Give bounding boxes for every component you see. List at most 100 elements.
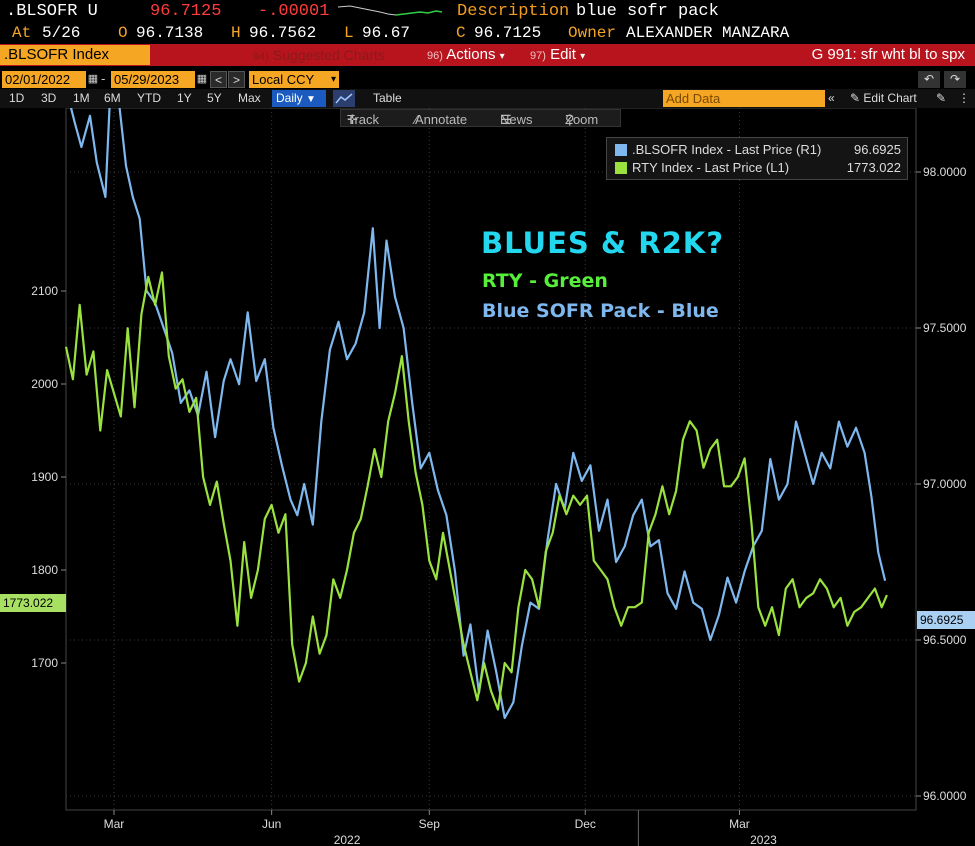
annotate-label: Annotate bbox=[415, 112, 468, 127]
magnifier-icon: ⚲ bbox=[565, 112, 575, 127]
frequency-select[interactable]: Daily ▼ bbox=[272, 90, 326, 107]
year-label: 2023 bbox=[750, 833, 777, 846]
x-axis-tick-label: Mar bbox=[104, 817, 125, 831]
period-3d[interactable]: 3D bbox=[41, 91, 57, 105]
news-icon: ☰ bbox=[500, 112, 512, 127]
chevron-down-icon: ▾ bbox=[330, 74, 336, 85]
ticker[interactable]: .BLSOFR U bbox=[6, 2, 98, 21]
right-axis-tick-label: 97.0000 bbox=[923, 477, 967, 491]
at-date: 5/26 bbox=[42, 24, 81, 42]
chevron-down-icon: ▼ bbox=[306, 94, 316, 105]
plot-frame bbox=[65, 108, 917, 811]
left-axis-tick-label: 1800 bbox=[31, 563, 58, 577]
open-label: O bbox=[118, 24, 128, 42]
start-date-input[interactable]: 02/01/2022 bbox=[2, 71, 86, 88]
right-axis-tick-label: 96.0000 bbox=[923, 789, 967, 803]
owner-label: Owner bbox=[568, 24, 617, 42]
security-header: .BLSOFR U 96.7125 -.00001 Description bl… bbox=[0, 0, 975, 22]
series-line-rty bbox=[64, 271, 888, 711]
period-5y[interactable]: 5Y bbox=[207, 91, 222, 105]
edit-button[interactable]: 97) Edit ▾ bbox=[530, 45, 585, 65]
legend-entry-blsofr[interactable]: .BLSOFR Index - Last Price (R1) 96.6925 bbox=[607, 141, 907, 159]
chevron-down-icon: ▾ bbox=[580, 51, 586, 62]
track-label: Track bbox=[347, 112, 380, 127]
calendar-icon[interactable]: ▦ bbox=[87, 73, 99, 85]
chevron-down-icon: ▾ bbox=[499, 51, 505, 62]
actions-button[interactable]: 96) Actions ▾ bbox=[427, 45, 505, 65]
legend-name: .BLSOFR Index - Last Price (R1) bbox=[632, 142, 822, 157]
redo-icon[interactable]: ↷ bbox=[944, 71, 966, 88]
legend-name: RTY Index - Last Price (L1) bbox=[632, 160, 790, 175]
edit-num: 97) bbox=[530, 50, 546, 62]
pencil-icon: ✎ bbox=[850, 91, 861, 105]
legend-swatch-green bbox=[615, 162, 627, 174]
date-range-row: 02/01/2022 ▦ - 05/29/2023 ▦ < > Local CC… bbox=[0, 70, 975, 89]
period-max[interactable]: Max bbox=[238, 91, 261, 105]
news-label: News bbox=[500, 112, 533, 127]
function-strip: .BLSOFR Index 94) Suggested Charts 96) A… bbox=[0, 44, 975, 66]
crosshair-icon: ✛ bbox=[347, 112, 358, 127]
index-label[interactable]: .BLSOFR Index bbox=[0, 45, 150, 65]
period-toolbar: 1D 3D 1M 6M YTD 1Y 5Y Max Daily ▼ Table … bbox=[0, 89, 975, 108]
left-axis-tick-label: 2000 bbox=[31, 377, 58, 391]
edit-chart-button[interactable]: ✎ Edit Chart bbox=[850, 91, 917, 105]
at-label: At bbox=[12, 24, 32, 42]
currency-select[interactable]: Local CCY ▾ bbox=[249, 71, 339, 88]
period-6m[interactable]: 6M bbox=[104, 91, 121, 105]
forward-arrow-button[interactable]: > bbox=[228, 71, 245, 88]
x-axis-tick-label: Jun bbox=[262, 817, 281, 831]
actions-label: Actions bbox=[446, 46, 496, 63]
date-separator: - bbox=[101, 71, 106, 86]
sparkline-path bbox=[338, 5, 443, 16]
collapse-icon[interactable]: « bbox=[828, 91, 835, 105]
legend-value: 1773.022 bbox=[846, 160, 901, 175]
add-data-input[interactable]: Add Data bbox=[663, 90, 825, 107]
intraday-sparkline bbox=[338, 5, 443, 16]
price-chart[interactable]: 96.000096.500097.000097.500098.000098.50… bbox=[0, 108, 975, 846]
right-axis-last-value-tag: 96.6925 bbox=[917, 611, 975, 629]
right-axis-tick-label: 97.5000 bbox=[923, 321, 967, 335]
annotation-title: BLUES & R2K? bbox=[481, 226, 725, 260]
period-1y[interactable]: 1Y bbox=[177, 91, 192, 105]
line-chart-icon[interactable] bbox=[333, 90, 355, 107]
high-value: 96.7562 bbox=[249, 24, 317, 42]
ohlc-row: At 5/26 O 96.7138 H 96.7562 L 96.67 C 96… bbox=[0, 23, 975, 43]
close-label: C bbox=[456, 24, 466, 42]
left-axis-tick-label: 2100 bbox=[31, 284, 58, 298]
low-label: L bbox=[344, 24, 354, 42]
x-axis-tick-label: Dec bbox=[575, 817, 596, 831]
actions-num: 96) bbox=[427, 50, 443, 62]
period-1d[interactable]: 1D bbox=[9, 91, 25, 105]
close-value: 96.7125 bbox=[474, 24, 542, 42]
calendar-icon[interactable]: ▦ bbox=[196, 73, 208, 85]
table-button[interactable]: Table bbox=[373, 91, 402, 105]
x-axis-tick-label: Sep bbox=[419, 817, 441, 831]
sparkline-path-up bbox=[395, 10, 443, 16]
last-price: 96.7125 bbox=[150, 2, 222, 21]
right-axis-tick-label: 96.5000 bbox=[923, 633, 967, 647]
owner-value: ALEXANDER MANZARA bbox=[626, 24, 790, 42]
legend-value: 96.6925 bbox=[854, 142, 901, 157]
end-date-input[interactable]: 05/29/2023 bbox=[111, 71, 195, 88]
chart-area[interactable]: 96.000096.500097.000097.500098.000098.50… bbox=[0, 108, 975, 846]
more-options-icon[interactable]: ⋮ bbox=[958, 91, 970, 105]
annotation-rty: RTY - Green bbox=[482, 270, 608, 292]
chart-legend: .BLSOFR Index - Last Price (R1) 96.6925 … bbox=[606, 137, 908, 180]
suggested-num: 94) bbox=[253, 51, 269, 63]
right-axis-tick-label: 98.0000 bbox=[923, 165, 967, 179]
chart-tools: ✛ Track ∕ Annotate ☰ News ⚲ Zoom bbox=[340, 109, 621, 127]
period-ytd[interactable]: YTD bbox=[137, 91, 161, 105]
g-code-label[interactable]: G 991: sfr wht bl to spx bbox=[811, 46, 965, 63]
frequency-value: Daily bbox=[276, 91, 303, 105]
edit-label: Edit bbox=[550, 46, 576, 63]
left-axis-tick-label: 1700 bbox=[31, 656, 58, 670]
legend-entry-rty[interactable]: RTY Index - Last Price (L1) 1773.022 bbox=[607, 159, 907, 177]
suggested-charts-button[interactable]: 94) Suggested Charts bbox=[253, 45, 385, 65]
description-label: Description bbox=[457, 2, 570, 21]
back-arrow-button[interactable]: < bbox=[210, 71, 227, 88]
edit-icon[interactable]: ✎ bbox=[936, 91, 947, 105]
undo-icon[interactable]: ↶ bbox=[918, 71, 940, 88]
currency-value: Local CCY bbox=[252, 72, 315, 87]
period-1m[interactable]: 1M bbox=[73, 91, 90, 105]
annotation-blue: Blue SOFR Pack - Blue bbox=[482, 300, 719, 322]
